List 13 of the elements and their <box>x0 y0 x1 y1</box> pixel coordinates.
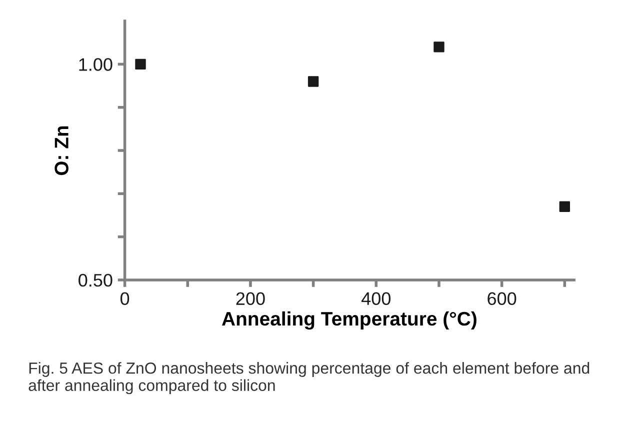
x-tick-label: 200 <box>236 292 265 306</box>
y-axis-title: O: Zn <box>54 126 68 176</box>
caption: Fig. 5 AES of ZnO nanosheets showing percentage of each element before and after annealing compared to silicon <box>28 362 590 394</box>
point <box>308 76 319 87</box>
x-tick-label: 0 <box>120 292 130 306</box>
point <box>434 42 444 52</box>
y-tick-label: 0.50 <box>78 274 112 287</box>
point <box>559 201 570 212</box>
point <box>135 58 146 70</box>
x-axis-title: Annealing Temperature (°C) <box>222 311 476 330</box>
x-tick-label: 400 <box>362 292 391 306</box>
x-tick-label: 600 <box>488 292 516 306</box>
y-tick-label: 1.00 <box>79 58 112 71</box>
